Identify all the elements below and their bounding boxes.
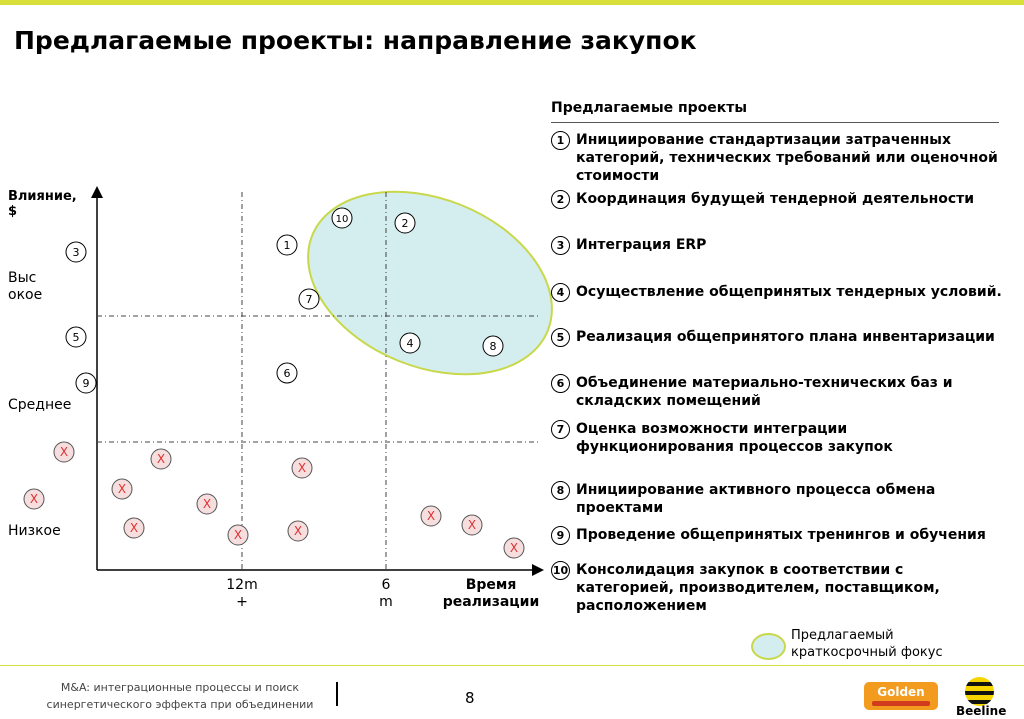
footer-separator <box>336 682 338 706</box>
project-marker-3: 3 <box>65 241 87 263</box>
svg-text:3: 3 <box>73 246 80 259</box>
svg-text:X: X <box>427 509 435 523</box>
excluded-marker: X <box>23 488 45 510</box>
project-marker-10: 10 <box>331 207 353 229</box>
project-marker-9: 9 <box>75 372 97 394</box>
excluded-marker: X <box>461 514 483 536</box>
excluded-marker: X <box>227 524 249 546</box>
project-number: 4 <box>551 283 570 302</box>
focus-ellipse <box>307 190 553 376</box>
golden-logo-text: Golden <box>877 685 925 699</box>
svg-text:2: 2 <box>402 217 409 230</box>
footer-text: M&A: интеграционные процессы и поиск син… <box>46 681 314 711</box>
project-number: 7 <box>551 420 570 439</box>
svg-text:X: X <box>157 452 165 466</box>
project-text: Интеграция ERP <box>576 237 707 253</box>
project-number: 6 <box>551 374 570 393</box>
svg-text:9: 9 <box>83 377 90 390</box>
svg-text:X: X <box>203 497 211 511</box>
project-number: 10 <box>551 561 570 580</box>
excluded-marker: X <box>196 493 218 515</box>
svg-text:X: X <box>468 518 476 532</box>
footer-divider <box>0 665 1024 666</box>
y-level-high: Выс окое <box>8 270 43 303</box>
svg-text:X: X <box>30 492 38 506</box>
svg-text:X: X <box>298 461 306 475</box>
excluded-marker: X <box>53 441 75 463</box>
excluded-marker: X <box>111 478 133 500</box>
excluded-marker: X <box>150 448 172 470</box>
project-marker-5: 5 <box>65 326 87 348</box>
svg-text:10: 10 <box>336 214 349 225</box>
project-marker-6: 6 <box>276 362 298 384</box>
project-text: Оценка возможности интеграции функционир… <box>576 421 893 455</box>
excluded-marker: X <box>291 457 313 479</box>
y-level-low: Низкое <box>8 523 61 539</box>
project-text: Консолидация закупок в соответствии с ка… <box>576 562 940 614</box>
svg-text:5: 5 <box>73 331 80 344</box>
excluded-marker: X <box>420 505 442 527</box>
project-marker-1: 1 <box>276 234 298 256</box>
projects-heading: Предлагаемые проекты <box>551 100 999 123</box>
svg-text:X: X <box>510 541 518 555</box>
x-axis-title: Время реализации <box>442 577 540 610</box>
project-text: Реализация общепринятого плана инвентари… <box>576 329 995 345</box>
project-number: 1 <box>551 131 570 150</box>
svg-text:4: 4 <box>407 337 414 350</box>
svg-text:6: 6 <box>284 367 291 380</box>
project-marker-4: 4 <box>399 332 421 354</box>
svg-text:X: X <box>130 521 138 535</box>
excluded-marker: X <box>503 537 525 559</box>
x-tick-6m: 6 m <box>379 577 393 610</box>
golden-logo-ribbon <box>872 701 930 706</box>
y-level-medium: Среднее <box>8 397 72 413</box>
svg-text:8: 8 <box>490 340 497 353</box>
project-text: Координация будущей тендерной деятельнос… <box>576 191 975 207</box>
project-number: 9 <box>551 526 570 545</box>
project-text: Объединение материально-технических баз … <box>576 375 953 409</box>
project-number: 8 <box>551 481 570 500</box>
project-text: Инициирование активного процесса обмена … <box>576 482 936 516</box>
page-number: 8 <box>465 689 475 707</box>
project-text: Инициирование стандартизации затраченных… <box>576 132 998 184</box>
project-number: 5 <box>551 328 570 347</box>
beeline-logo-text: Beeline <box>956 704 1007 718</box>
svg-text:7: 7 <box>306 293 313 306</box>
svg-text:X: X <box>118 482 126 496</box>
y-axis-title: Влияние, $ <box>8 189 77 219</box>
svg-text:X: X <box>294 524 302 538</box>
project-number: 2 <box>551 190 570 209</box>
excluded-marker: X <box>123 517 145 539</box>
x-tick-12m: 12m + <box>226 577 258 610</box>
page-title: Предлагаемые проекты: направление закупо… <box>14 26 697 55</box>
legend-text: Предлагаемый краткосрочный фокус <box>791 628 943 660</box>
legend-ellipse-icon <box>751 633 786 660</box>
svg-text:X: X <box>60 445 68 459</box>
project-number: 3 <box>551 236 570 255</box>
project-marker-7: 7 <box>298 288 320 310</box>
svg-text:X: X <box>234 528 242 542</box>
svg-text:1: 1 <box>284 239 291 252</box>
top-accent-bar <box>0 0 1024 5</box>
project-marker-8: 8 <box>482 335 504 357</box>
project-text: Осуществление общепринятых тендерных усл… <box>576 284 1002 300</box>
project-text: Проведение общепринятых тренингов и обуч… <box>576 527 986 543</box>
project-marker-2: 2 <box>394 212 416 234</box>
excluded-marker: X <box>287 520 309 542</box>
beeline-logo-icon <box>965 677 994 706</box>
golden-logo: Golden <box>864 682 938 710</box>
